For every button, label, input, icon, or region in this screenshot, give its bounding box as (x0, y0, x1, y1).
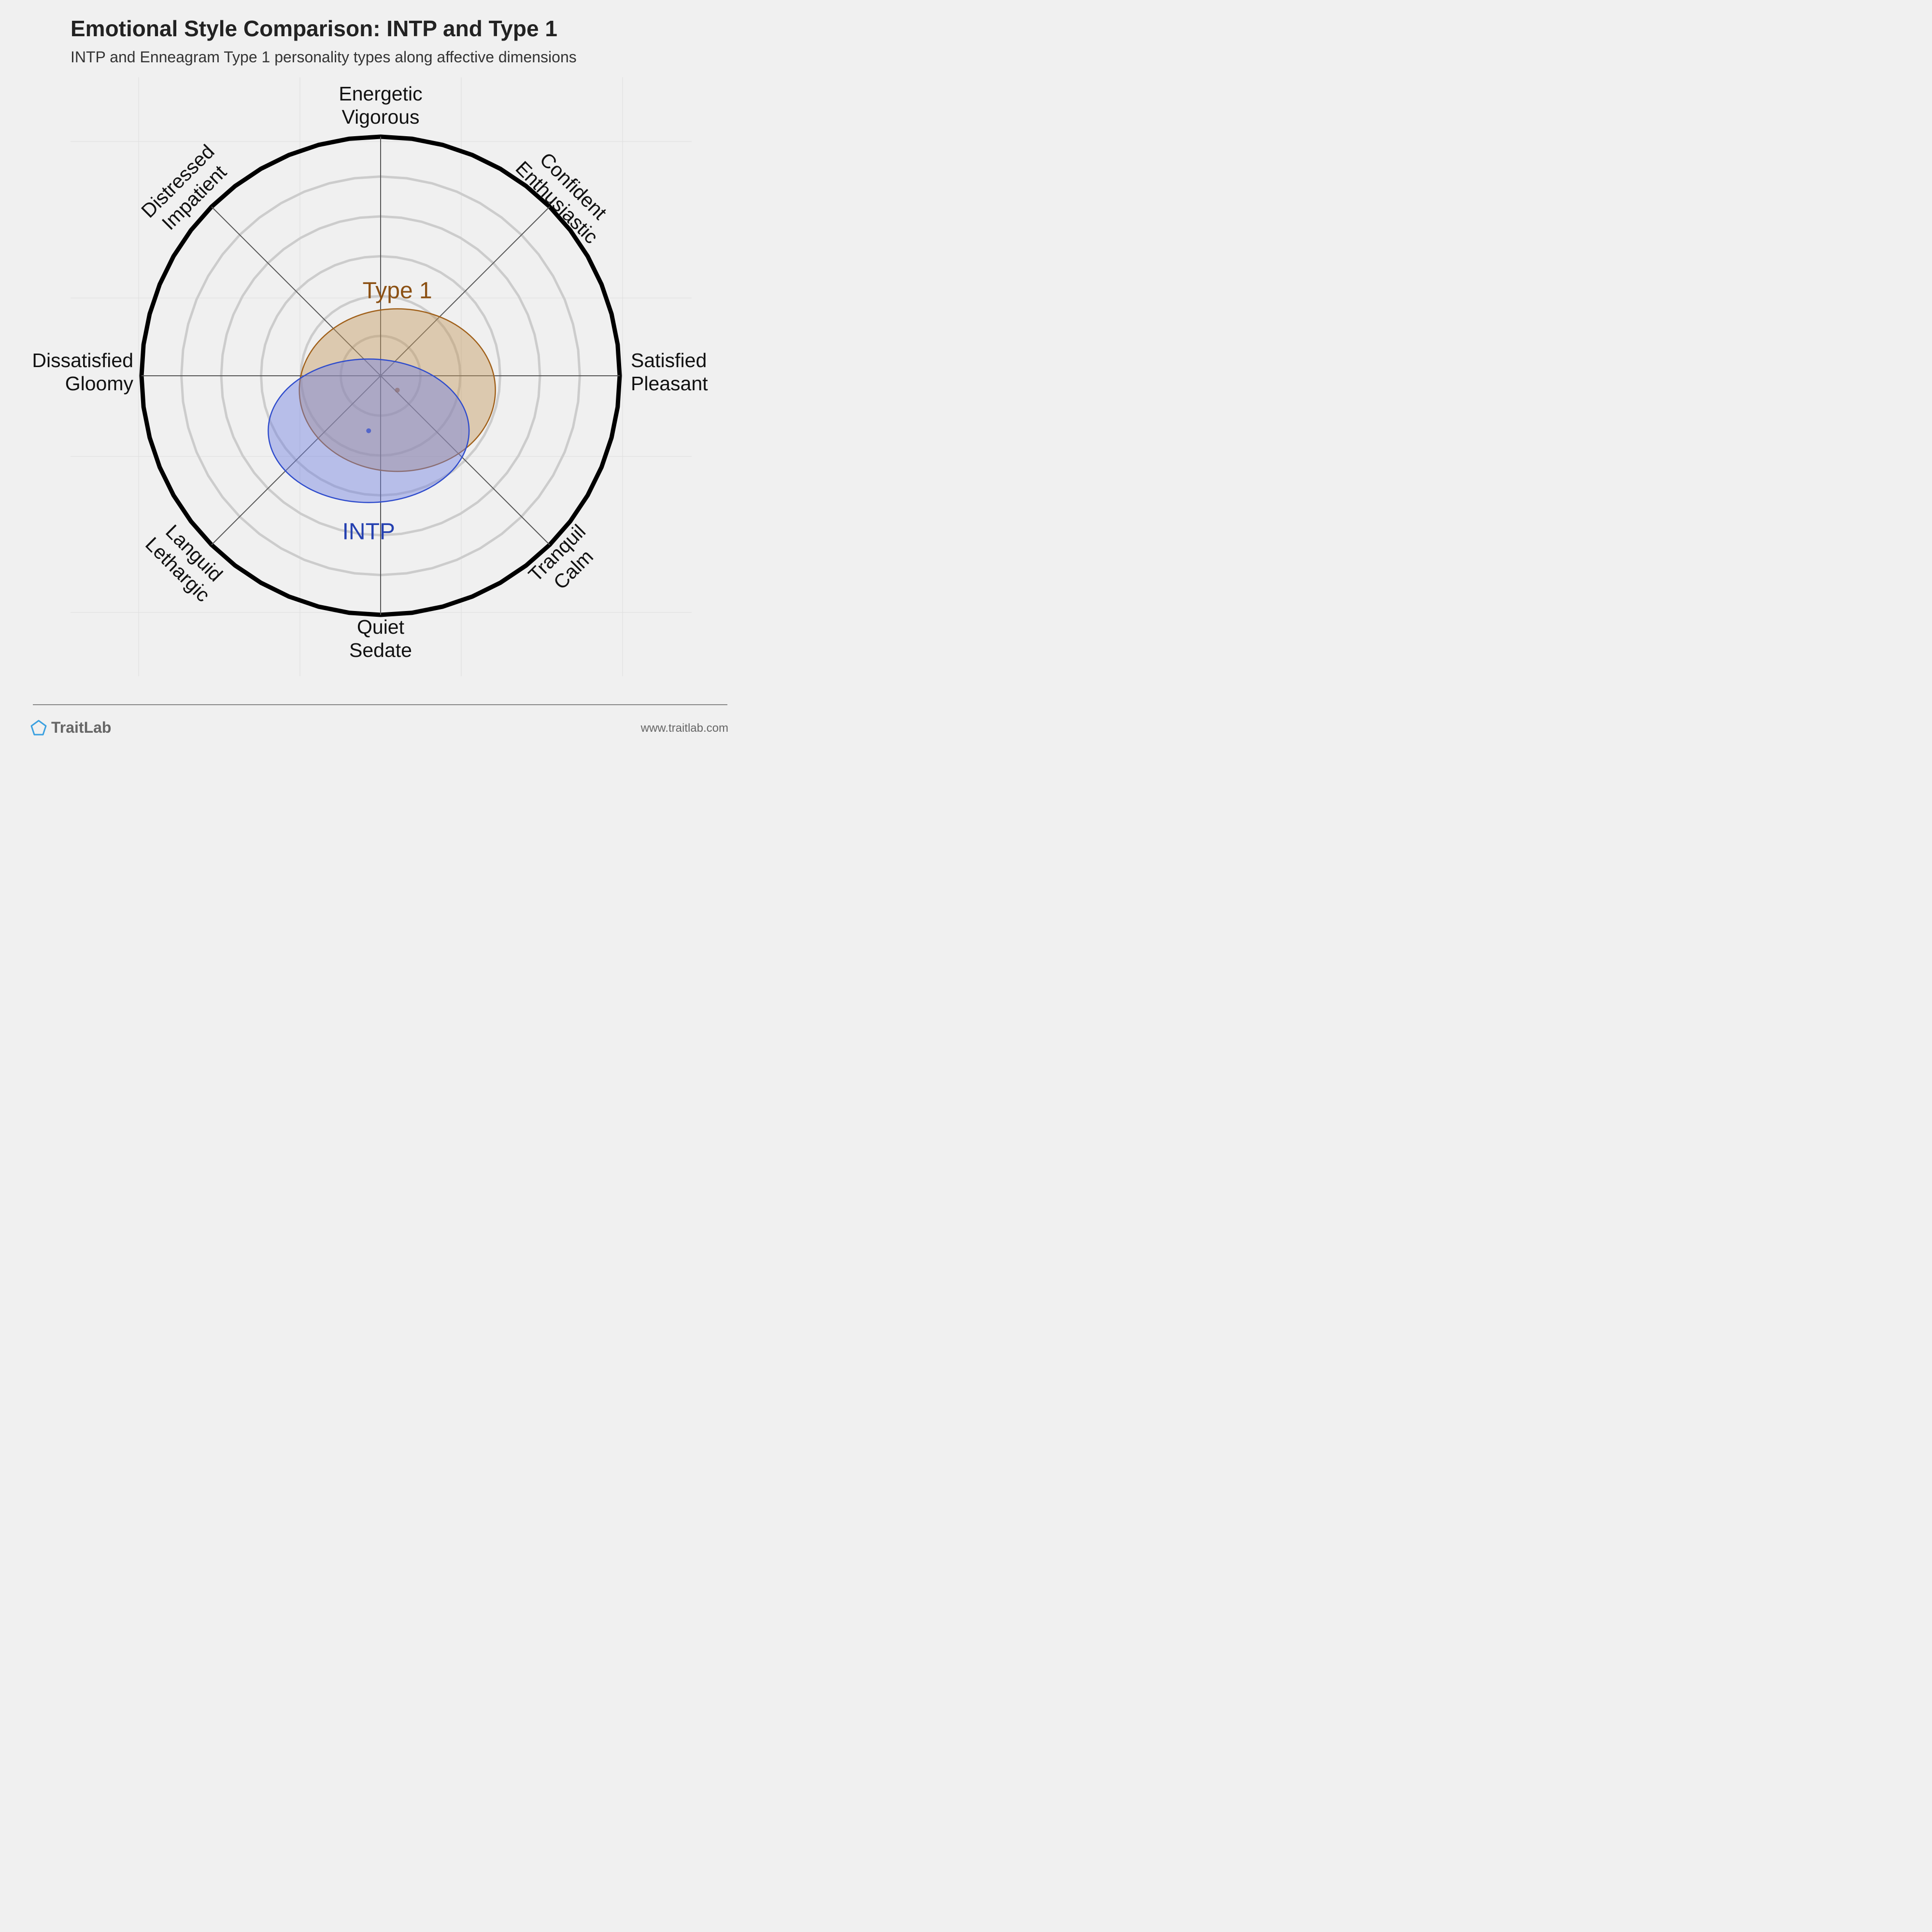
series-ellipses: Type 1 INTP (268, 278, 496, 544)
pentagon-icon (30, 720, 47, 735)
series-type-1-center (395, 387, 400, 393)
brand[interactable]: TraitLab (30, 719, 111, 737)
series-intp-label: INTP (342, 519, 395, 544)
series-type-1-label: Type 1 (363, 278, 432, 303)
axis-label-quiet-line1: Quiet (357, 616, 405, 638)
axis-spokes (142, 137, 620, 615)
site-url[interactable]: www.traitlab.com (640, 722, 728, 735)
axis-spoke-3 (211, 206, 550, 545)
axis-label-dissatisfied-line1: Dissatisfied (32, 349, 133, 371)
axis-label-quiet-line2: Sedate (349, 639, 412, 661)
axis-label-energetic-line1: Energetic (339, 83, 422, 105)
chart-subtitle: INTP and Enneagram Type 1 personality ty… (71, 48, 577, 66)
axis-label-satisfied-line1: Satisfied (631, 349, 707, 371)
axis-label-energetic-line2: Vigorous (341, 106, 419, 128)
footer-divider (33, 704, 727, 705)
axis-label-satisfied-line2: Pleasant (631, 372, 708, 395)
series-intp-center (366, 428, 371, 433)
chart-title: Emotional Style Comparison: INTP and Typ… (71, 16, 557, 41)
axis-label-dissatisfied-line2: Gloomy (65, 372, 134, 395)
brand-name: TraitLab (51, 719, 112, 736)
